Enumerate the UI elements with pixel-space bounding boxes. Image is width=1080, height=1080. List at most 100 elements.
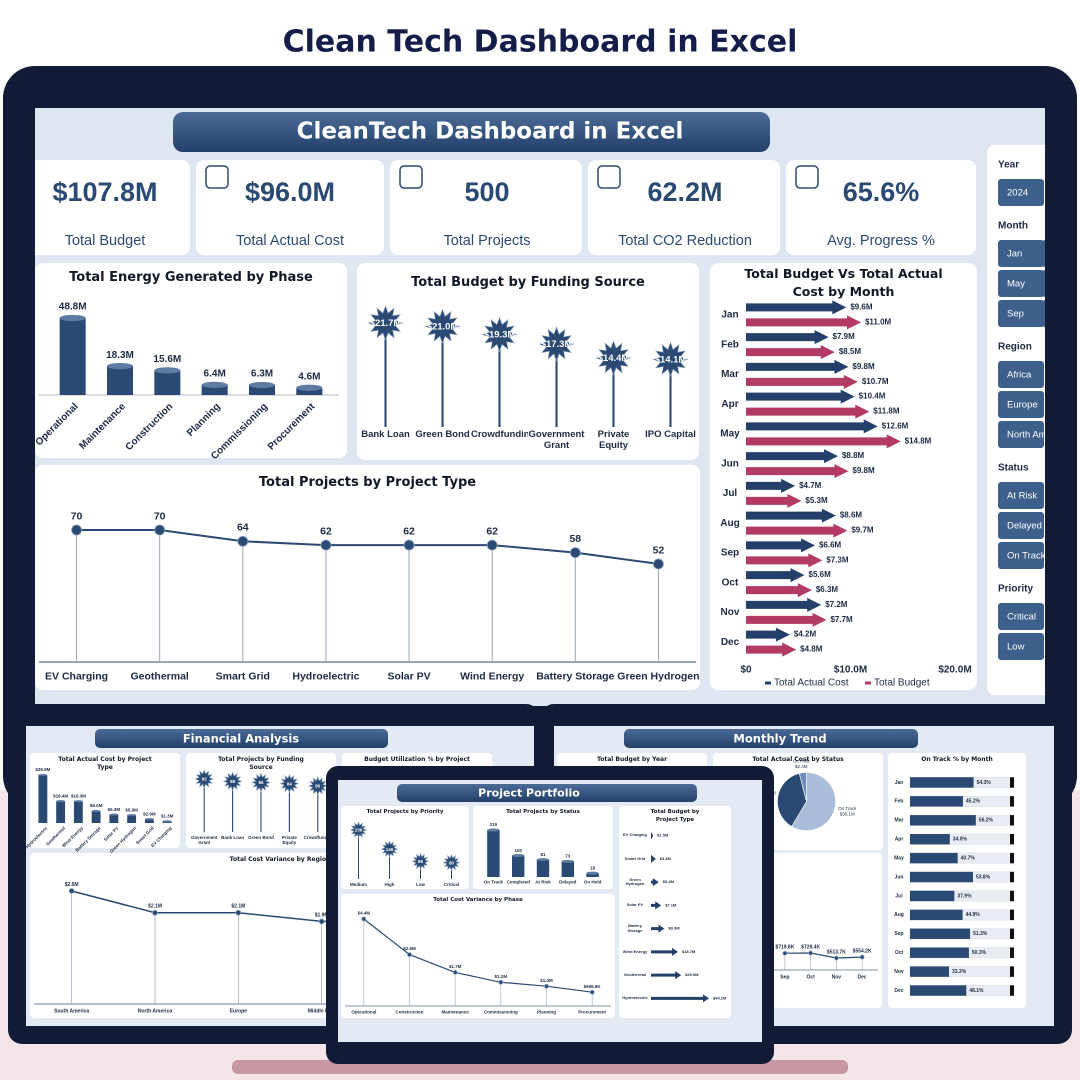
point (544, 983, 549, 989)
data-label: $1.5M (657, 833, 669, 838)
slicer-button[interactable] (1042, 240, 1062, 267)
data-label: $554.2K (853, 948, 872, 954)
chart-title-box: Total Budget by Project Type (651, 809, 700, 823)
point (569, 547, 581, 559)
slicer-button[interactable] (998, 270, 1044, 297)
chart-title: Total Energy Generated by Phase (69, 270, 313, 285)
slicer-button[interactable] (998, 300, 1044, 327)
kpi-label: Avg. Progress % (827, 233, 935, 249)
bar-end (1010, 815, 1014, 826)
chart-title: Total Projects by Project Type (258, 475, 477, 490)
kpi-card (35, 160, 190, 255)
slicer-button[interactable] (1042, 270, 1062, 297)
slicer-label: Month (998, 221, 1028, 232)
data-label: 54.3% (977, 780, 992, 786)
arrow-bar (746, 464, 849, 479)
y-tick-label: Dec (894, 988, 903, 994)
data-label: 62 (403, 525, 415, 537)
data-label: 45.2% (966, 799, 981, 805)
arrow-bar (746, 404, 870, 419)
x-tick-label: EV Charging (45, 670, 108, 682)
slicer-item[interactable]: 2024 (1007, 188, 1028, 199)
data-label: 92 (202, 777, 208, 782)
y-tick-label: Jul (895, 893, 903, 899)
arrow-bar (746, 642, 797, 657)
data-label: $7.3M (826, 555, 849, 564)
point (403, 539, 415, 551)
slicer-item[interactable]: North America (1007, 430, 1068, 441)
point (833, 955, 839, 961)
data-label: $1.9M (315, 912, 329, 918)
slicer-item[interactable]: Delayed (1007, 521, 1042, 532)
data-label: 146 (386, 847, 394, 852)
kpi-value: 62.2M (647, 177, 722, 207)
data-label: $9.8M (852, 466, 875, 475)
y-tick-label-box: Green Hydrogen (626, 877, 645, 886)
slicer-button[interactable] (998, 421, 1044, 448)
bar-end (1010, 928, 1014, 939)
data-label: $1.2M (495, 974, 508, 979)
bar-cap (201, 381, 228, 389)
data-label: 86 (418, 859, 424, 864)
data-label: $2.1M (231, 904, 245, 910)
x-tick-label-box: Bank Loan (221, 835, 244, 840)
arrow-bar (651, 947, 678, 956)
bar (910, 947, 969, 958)
data-label: $6.3M (108, 807, 121, 812)
preview-banner (95, 729, 388, 748)
slicer-button[interactable] (998, 633, 1044, 660)
slicer-button[interactable] (998, 179, 1044, 206)
data-label: 86 (258, 780, 264, 785)
kpi-icon (399, 165, 423, 189)
arrow-bar (651, 854, 656, 863)
slicer-item[interactable]: Jan (1007, 249, 1022, 260)
y-tick-label: Apr (895, 837, 904, 843)
arrow-bar (746, 315, 861, 330)
slicer-item[interactable]: Africa (1007, 370, 1032, 381)
data-label: $11.8M (873, 407, 900, 416)
slicer-item[interactable]: Europe (1007, 400, 1038, 411)
chart-panel (710, 263, 977, 690)
slicer-button[interactable] (1042, 300, 1062, 327)
bar (910, 985, 967, 996)
slicer-button[interactable] (998, 391, 1044, 418)
chart-title-box: Total Energy Generated by Phase (69, 270, 313, 285)
x-tick-label: Europe (230, 1008, 247, 1014)
lollipop-head (411, 852, 430, 871)
kpi-icon (795, 165, 819, 189)
slicer-item[interactable]: May (1007, 279, 1025, 290)
x-tick-label: Oct (806, 974, 815, 980)
x-tick-label: Operational (351, 1009, 376, 1014)
slicer-button[interactable] (998, 512, 1044, 539)
x-tick-label: Green Bond (415, 430, 470, 440)
data-label: 70 (154, 510, 166, 522)
slicer-button[interactable] (998, 240, 1044, 267)
slice-value: $35.1M (840, 811, 855, 816)
data-label: $11.0M (865, 317, 892, 326)
bar-cap (144, 818, 154, 821)
data-label: $9.0M (90, 803, 103, 808)
bar (910, 928, 971, 939)
slicer-item[interactable]: Sep (1007, 309, 1024, 320)
chart-title: Budget Utilization % by Project (364, 756, 470, 763)
chart-title: Total Actual Cost by Status (752, 756, 844, 763)
x-tick-label: Green Bond (248, 835, 274, 840)
arrow-bar (746, 583, 812, 598)
slicer-button[interactable] (998, 361, 1044, 388)
title-banner (173, 112, 770, 152)
x-tick-label: Low (416, 882, 425, 887)
slicer-item[interactable]: Critical (1007, 612, 1036, 623)
slicer-button[interactable] (998, 603, 1044, 630)
y-tick-label: Mar (895, 818, 904, 824)
y-tick-label: Jun (895, 874, 904, 880)
bar (109, 814, 119, 823)
x-tick-label-box: Bank Loan (361, 430, 410, 440)
point (808, 950, 814, 956)
slicer-button[interactable] (998, 542, 1044, 569)
slicer-item[interactable]: On Track (1007, 551, 1046, 562)
slicer-button[interactable] (998, 482, 1044, 509)
data-label: $2.6M (403, 946, 416, 951)
slicer-item[interactable]: At Risk (1007, 491, 1037, 502)
data-label: $9.6M (850, 302, 873, 311)
slicer-item[interactable]: Low (1007, 642, 1025, 653)
